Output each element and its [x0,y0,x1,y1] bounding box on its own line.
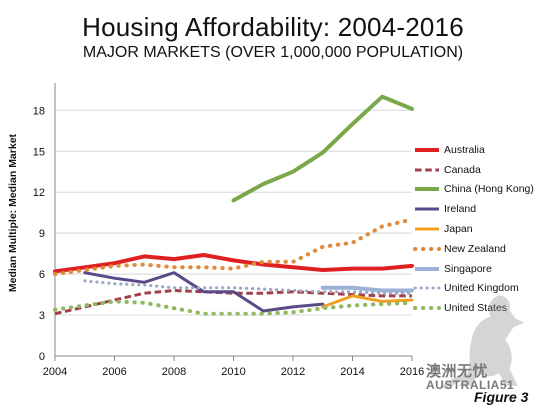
y-tick-label: 12 [33,187,45,199]
axes [54,83,413,361]
x-tick-label: 2016 [400,366,424,378]
series-line-china-hong-kong- [231,94,414,203]
legend-label: United States [444,302,508,315]
legend-swatch [415,168,439,172]
y-tick-label: 18 [33,105,45,117]
legend-label: Ireland [444,203,477,216]
legend-label: Australia [444,143,485,156]
legend-label: United Kingdom [444,282,519,295]
legend-item: United States [413,298,534,318]
series-line-singapore [320,285,414,293]
watermark-url: AUSTRALIA51 [426,378,515,392]
legend-label: China (Hong Kong) [444,183,534,196]
legend-swatch [413,246,441,251]
legend-label: Singapore [444,262,492,275]
legend-item: Australia [413,140,534,160]
figure-label: Figure 3 [474,389,529,405]
series-line-united-states [53,299,414,316]
tick-labels: 0 3 6 9 12 15 18 2004 2006 2008 2010 2012 2014 2016 [33,105,424,378]
series-line-ireland [83,271,325,313]
x-tick-label: 2008 [162,366,186,378]
x-tick-label: 2012 [281,366,305,378]
legend-label: Canada [444,163,481,176]
series-line-japan [321,294,414,309]
series-line-united-kingdom [83,279,414,295]
series-lines [53,94,414,316]
chart-title: Housing Affordability: 2004-2016 [82,12,464,42]
legend-item: China (Hong Kong) [413,180,534,200]
x-tick-label: 2010 [221,366,245,378]
y-tick-label: 3 [39,310,45,322]
legend-swatch [415,147,439,152]
legend-swatch [415,207,439,211]
x-tick-label: 2014 [340,366,364,378]
legend-item: Japan [413,219,534,239]
legend: Australia Canada China (Hong Kong) Ireland J… [413,140,534,318]
legend-item: United Kingdom [413,279,534,299]
series-line-australia [53,253,414,274]
legend-label: New Zealand [444,242,506,255]
chart-subtitle: MAJOR MARKETS (OVER 1,000,000 POPULATION… [82,44,464,61]
legend-item: Singapore [413,259,534,279]
legend-swatch [413,286,441,290]
legend-swatch [415,227,439,231]
y-tick-label: 9 [39,228,45,240]
gridlines [55,109,412,316]
x-tick-label: 2004 [43,366,67,378]
x-tick-label: 2006 [102,366,126,378]
y-tick-label: 15 [33,146,45,158]
kangaroo-watermark-icon [440,295,525,388]
legend-item: Ireland [413,199,534,219]
legend-label: Japan [444,223,473,236]
legend-swatch [415,187,439,192]
y-tick-label: 0 [39,351,45,363]
legend-item: New Zealand [413,239,534,259]
y-tick-label: 6 [39,269,45,281]
legend-item: Canada [413,160,534,180]
watermark-text: 澳洲无忧 [426,363,489,380]
legend-swatch [415,266,439,271]
series-line-new-zealand [53,217,414,277]
